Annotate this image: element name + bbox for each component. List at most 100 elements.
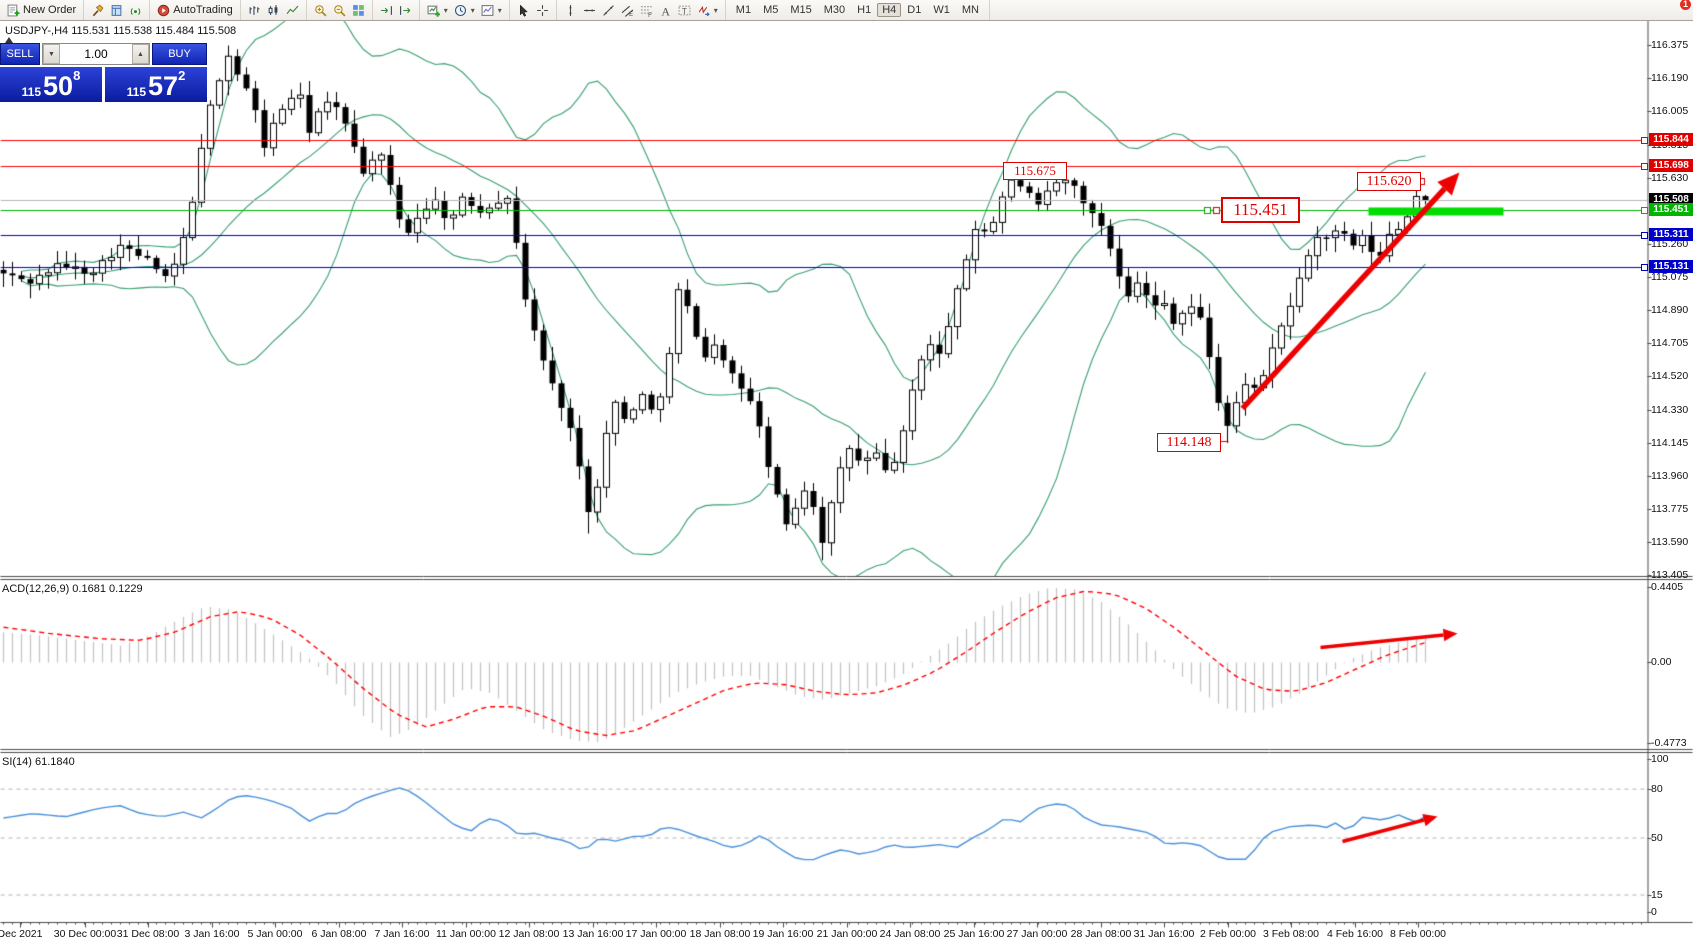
autotrading-button[interactable]: AutoTrading [154,3,236,18]
templates-button[interactable]: ▾ [478,3,505,18]
label-115675[interactable]: 115.675 [1003,162,1067,180]
zoom-out-button[interactable] [330,3,349,18]
time-axis-label: Dec 2021 [0,928,43,940]
arrows-button[interactable]: ▾ [694,3,721,18]
buy-price-main: 57 [148,71,179,101]
channel-button[interactable]: E [618,3,637,18]
time-axis-label: 7 Jan 16:00 [374,928,430,940]
cursor-button[interactable] [514,3,533,18]
price-tick-label: 114.145 [1651,436,1689,449]
text-icon: A [661,4,670,17]
label-114148[interactable]: 114.148 [1157,433,1221,452]
timeframe-H1[interactable]: H1 [851,3,877,17]
signals-button[interactable] [126,3,145,18]
new-order-button[interactable]: New Order [4,3,79,18]
timeframe-M5[interactable]: M5 [757,3,784,17]
buy-button[interactable]: BUY [152,43,207,65]
timeframe-D1[interactable]: D1 [901,3,927,17]
price-tick-label: 114.330 [1651,403,1689,416]
profiles-button[interactable]: ▾ [451,3,478,18]
time-axis-label: 12 Jan 08:00 [498,928,560,940]
horizontal-line-button[interactable] [580,3,599,18]
time-axis-label: 3 Feb 08:00 [1262,928,1320,940]
timeframe-MN[interactable]: MN [956,3,985,17]
dropdown-caret-icon[interactable]: ▾ [713,5,718,15]
market-watch-button[interactable] [107,3,126,18]
price-tick-label: 116.005 [1651,105,1689,118]
label: M15 [790,4,812,16]
chart-shift-button[interactable] [396,3,415,18]
zoom-in-button[interactable] [311,3,330,18]
timeframe-H4[interactable]: H4 [877,3,902,17]
crosshair-button[interactable] [533,3,552,18]
text-label-button[interactable]: T [675,3,694,18]
zoom-out-icon [333,4,346,17]
trendline-icon [603,4,614,16]
line-anchor-square[interactable] [1641,264,1648,272]
text-button[interactable]: A [656,3,675,18]
label: H4 [882,4,897,16]
line-anchor-square[interactable] [1641,163,1648,171]
rsi-tick-label: 100 [1651,753,1669,765]
toolbar-group: New Order [0,0,85,20]
zoom-in-icon [314,4,327,17]
price-tick-label: 113.405 [1651,569,1689,581]
rsi-tick-label: 15 [1651,888,1663,901]
time-axis-label: 6 Jan 08:00 [311,928,367,940]
toolbar-left: New Order AutoTrading ▾ ▾ ▾ E F A T ▾ M1 M5 M15 M30 H1… [0,0,990,20]
timeframe-M15[interactable]: M15 [784,3,817,17]
price-tick-label: 116.375 [1651,39,1689,51]
fibonacci-icon: F [640,5,652,17]
price-tick-label: 114.520 [1651,370,1689,383]
time-axis-label: 31 Jan 16:00 [1133,928,1195,940]
toolbar-group [307,0,373,20]
time-axis-label: 25 Jan 16:00 [943,928,1005,940]
time-axis-label: 3 Jan 16:00 [184,928,240,940]
time-axis-label: 17 Jan 00:00 [625,928,687,940]
label: MN [961,4,979,16]
timeframe-W1[interactable]: W1 [927,3,956,17]
price-tick-label: 116.190 [1651,72,1689,84]
volume-value[interactable]: 1.00 [84,47,108,61]
line-anchor-square[interactable] [1641,207,1648,215]
fibonacci-button[interactable]: F [637,3,656,18]
price-line-label-115.451: 115.451 [1649,203,1693,217]
crosshair-icon [536,4,548,16]
one-click-trade-panel: SELL ▼ 1.00 ▲ BUY 115 50 8 115 57 2 [0,43,207,102]
trendline-button[interactable] [599,3,618,18]
time-axis-label: 13 Jan 16:00 [562,928,624,940]
volume-increase-button[interactable]: ▲ [132,44,149,64]
bar-chart-button[interactable] [245,3,264,18]
buy-price-box[interactable]: 115 57 2 [105,67,207,102]
label-115451[interactable]: 115.451 [1221,197,1300,223]
vertical-line-button[interactable] [561,3,580,18]
sell-button[interactable]: SELL [0,43,40,65]
timeframe-M30[interactable]: M30 [818,3,851,17]
label: New Order [23,4,77,16]
dropdown-caret-icon[interactable]: ▾ [470,5,475,15]
new-chart-button[interactable]: ▾ [424,3,451,18]
time-axis-label: 30 Dec 00:00 [53,928,117,940]
quick-tool-button[interactable] [88,3,107,18]
channel-icon: E [621,5,634,17]
trade-panel-toggle-icon[interactable] [5,37,13,43]
timeframe-M1[interactable]: M1 [730,3,757,17]
label-115620[interactable]: 115.620 [1357,172,1421,191]
candle-chart-button[interactable] [264,3,283,18]
macd-tick-label: 0.00 [1651,656,1672,668]
horizontal-line-icon [583,9,595,11]
line-anchor-square[interactable] [1641,137,1648,145]
dropdown-caret-icon[interactable]: ▾ [497,5,502,15]
dropdown-caret-icon[interactable]: ▾ [443,5,448,15]
price-tick-label: 114.705 [1651,337,1689,349]
sell-price-box[interactable]: 115 50 8 [0,67,102,102]
auto-scroll-button[interactable] [377,3,396,18]
auto-scroll-icon [380,5,392,15]
volume-decrease-button[interactable]: ▼ [43,44,60,64]
line-chart-button[interactable] [283,3,302,18]
time-axis-label: 18 Jan 08:00 [689,928,751,940]
line-anchor-square[interactable] [1641,232,1648,240]
tile-windows-button[interactable] [349,3,368,18]
new-chart-icon [427,5,440,17]
